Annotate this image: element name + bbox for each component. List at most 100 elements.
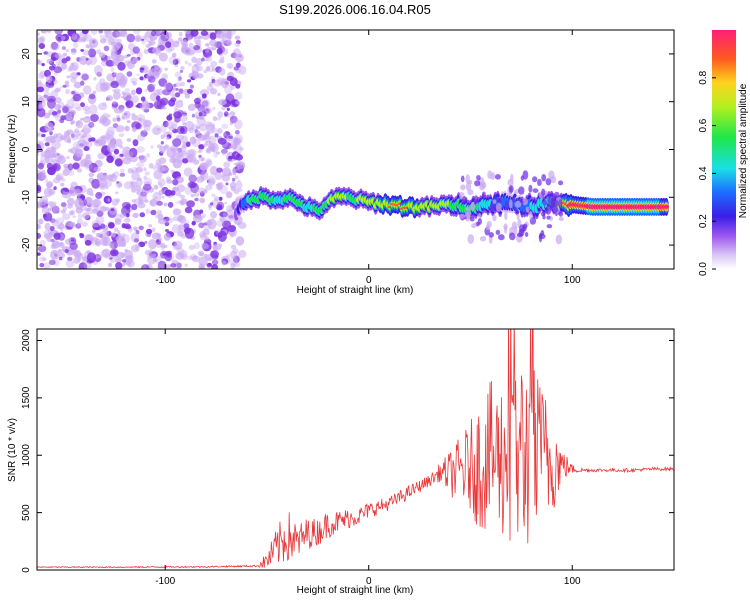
noise-speckle <box>184 227 195 239</box>
noise-speckle <box>221 123 229 129</box>
noise-speckle <box>67 256 73 262</box>
noise-speckle <box>47 238 51 242</box>
noise-speckle <box>131 167 139 174</box>
noise-speckle <box>60 35 66 41</box>
noise-speckle <box>120 252 126 258</box>
figure-title: S199.2026.006.16.04.R05 <box>279 2 431 17</box>
noise-speckle <box>54 30 64 35</box>
noise-speckle <box>231 168 237 174</box>
noise-speckle <box>190 30 199 37</box>
noise-speckle <box>194 197 199 202</box>
noise-speckle <box>38 104 43 110</box>
noise-speckle <box>138 241 146 248</box>
noise-speckle <box>160 242 166 248</box>
noise-speckle <box>48 112 52 116</box>
noise-speckle <box>66 129 74 135</box>
noise-speckle <box>60 202 67 208</box>
noise-speckle <box>121 96 125 99</box>
noise-speckle <box>46 30 52 33</box>
noise-speckle <box>124 217 131 223</box>
snr-series-line <box>37 329 674 569</box>
noise-speckle <box>232 48 242 58</box>
scatter-blob <box>497 234 505 241</box>
scatter-blob <box>460 184 466 191</box>
noise-speckle <box>37 232 42 239</box>
noise-speckle <box>222 132 227 137</box>
noise-speckle <box>235 100 241 105</box>
noise-speckle <box>129 183 135 189</box>
noise-speckle <box>66 136 71 142</box>
noise-speckle <box>113 227 119 232</box>
noise-speckle <box>95 215 105 225</box>
noise-speckle <box>48 201 57 208</box>
noise-speckle <box>97 152 105 160</box>
noise-speckle <box>144 88 148 93</box>
noise-speckle <box>165 82 174 92</box>
noise-speckle <box>100 38 107 44</box>
x-tick-label: -100 <box>155 275 175 286</box>
scatter-blob <box>528 184 533 193</box>
noise-speckle <box>105 130 115 140</box>
noise-speckle <box>81 73 89 81</box>
noise-speckle <box>174 82 182 88</box>
noise-speckle <box>81 127 91 134</box>
noise-speckle <box>72 130 81 137</box>
noise-speckle <box>98 255 103 259</box>
noise-speckle <box>88 121 95 128</box>
noise-speckle <box>207 46 212 50</box>
noise-speckle <box>163 202 168 207</box>
noise-speckle <box>217 111 224 119</box>
scatter-blob <box>554 191 560 198</box>
noise-speckle <box>144 240 148 244</box>
noise-speckle <box>85 57 89 61</box>
noise-speckle <box>179 69 184 73</box>
noise-speckle <box>117 230 121 234</box>
noise-speckle <box>130 77 138 84</box>
noise-speckle <box>59 242 65 248</box>
y-tick-label: -20 <box>21 237 32 252</box>
noise-speckle <box>135 167 144 173</box>
noise-speckle <box>153 258 158 262</box>
noise-speckle <box>234 137 239 142</box>
noise-speckle <box>229 111 236 116</box>
scatter-blob <box>522 223 528 229</box>
noise-speckle <box>37 107 46 118</box>
noise-speckle <box>148 200 155 206</box>
noise-speckle <box>72 41 79 49</box>
noise-speckle <box>166 179 173 184</box>
noise-speckle <box>229 250 238 259</box>
noise-speckle <box>180 128 185 134</box>
noise-speckle <box>159 184 163 189</box>
noise-speckle <box>105 134 115 145</box>
noise-speckle <box>38 43 46 49</box>
noise-speckle <box>64 248 69 254</box>
noise-speckle <box>116 54 125 62</box>
noise-speckle <box>75 106 82 112</box>
noise-speckle <box>224 84 233 95</box>
noise-speckle <box>135 122 142 130</box>
noise-speckle <box>126 60 135 69</box>
noise-speckle <box>223 111 229 117</box>
noise-speckle <box>115 235 125 243</box>
noise-speckle <box>203 189 208 194</box>
noise-speckle <box>213 196 220 202</box>
snr-panel: -100 0 100 0 500 1000 1500 2000 Height of stra… <box>7 328 675 596</box>
noise-speckle <box>67 197 75 206</box>
noise-speckle <box>198 115 204 120</box>
noise-speckle <box>37 37 45 44</box>
noise-speckle <box>148 163 154 169</box>
noise-speckle <box>45 178 49 182</box>
noise-speckle <box>70 49 77 55</box>
noise-speckle <box>180 146 187 153</box>
x-tick-label: 0 <box>366 576 372 587</box>
noise-speckle <box>75 120 81 127</box>
noise-speckle <box>129 147 138 158</box>
noise-speckle <box>44 142 50 147</box>
noise-speckle <box>132 81 137 86</box>
noise-speckle <box>71 33 78 41</box>
noise-speckle <box>185 141 191 147</box>
noise-speckle <box>212 245 219 251</box>
noise-speckle <box>204 121 213 128</box>
noise-speckle <box>153 89 160 97</box>
noise-speckle <box>107 198 111 202</box>
